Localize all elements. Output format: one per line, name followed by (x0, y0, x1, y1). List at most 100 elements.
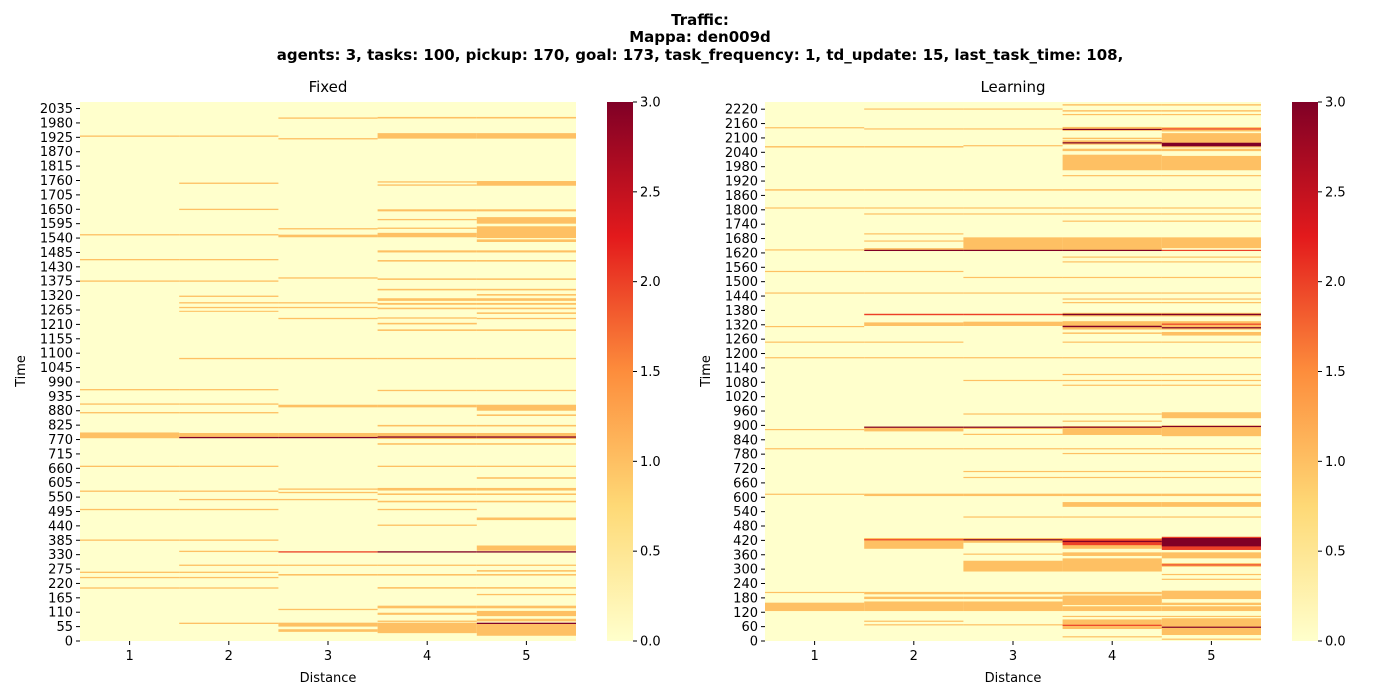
heatmap-cell (476, 477, 576, 479)
heatmap-cell (377, 443, 477, 445)
heatmap-cell (476, 260, 576, 262)
heatmap-cell (765, 448, 865, 450)
heatmap-cell (179, 182, 279, 184)
heatmap-cell (765, 357, 865, 359)
heatmap-cell (1062, 154, 1162, 171)
heatmap-cell (179, 208, 279, 211)
heatmap-cell (476, 294, 576, 296)
y-tick-label: 330 (48, 548, 73, 563)
heatmap-cell (476, 312, 576, 314)
heatmap-cell (278, 498, 378, 501)
heatmap-cell (1161, 618, 1261, 636)
heatmap-cell (80, 465, 180, 467)
heatmap-cell (377, 605, 477, 609)
heatmap-cell (1062, 615, 1162, 618)
heatmap-cell (1062, 470, 1162, 473)
heatmap-cell (963, 108, 1063, 110)
heatmap-cell (278, 432, 378, 437)
heatmap-cell (476, 465, 576, 467)
heatmap-cell (765, 146, 865, 148)
heatmap-cell (1062, 321, 1162, 330)
y-tick-label: 550 (48, 491, 73, 506)
heatmap-cell (377, 209, 477, 212)
y-tick-label: 2040 (725, 146, 758, 161)
heatmap-cell (377, 432, 477, 440)
heatmap-cell (765, 341, 865, 343)
heatmap-cell (179, 465, 279, 467)
heatmap-cell (1062, 313, 1162, 316)
y-ticks-learning: 0601201802403003604204805406006607207808… (725, 103, 765, 650)
colorbar-tick-label: 1.0 (640, 455, 661, 470)
colorbar-learning (1292, 102, 1318, 641)
y-tick-label: 120 (733, 606, 758, 621)
heatmap-cell (476, 288, 576, 291)
heatmap-cell (1062, 256, 1162, 258)
y-tick-label: 715 (48, 447, 73, 462)
heatmap-cell (1161, 341, 1261, 343)
heatmap-cell (377, 218, 477, 221)
y-tick-label: 1860 (725, 189, 758, 204)
heatmap-cell (476, 116, 576, 119)
heatmap-cell (179, 587, 279, 589)
y-tick-label: 1485 (40, 246, 73, 261)
heatmap-cell (1062, 476, 1162, 479)
heatmap-cell (377, 133, 477, 139)
heatmap-cell (476, 564, 576, 566)
heatmap-cell (179, 564, 279, 566)
y-ticks-fixed: 0551101652202753303854404955506056607157… (40, 102, 80, 650)
heatmap-cell (864, 493, 964, 497)
heatmap-cell (1062, 207, 1162, 209)
heatmap-cell (278, 234, 378, 238)
y-tick-label: 440 (48, 519, 73, 534)
heatmap-cell (1062, 502, 1162, 507)
x-tick-label: 3 (324, 649, 332, 664)
heatmap-cell (179, 234, 279, 236)
heatmap-cell (278, 306, 378, 309)
heatmap-cell (765, 602, 865, 612)
y-tick-label: 1155 (40, 332, 73, 347)
heatmap-cell (1161, 357, 1261, 359)
y-tick-label: 0 (65, 635, 73, 650)
heatmap-cell (1161, 261, 1261, 263)
heatmap-cell (476, 493, 576, 495)
heatmap-cell (963, 321, 1063, 326)
heatmap-cell (377, 493, 477, 495)
figure-title-line-3: agents: 3, tasks: 100, pickup: 170, goal… (277, 46, 1124, 64)
colorbar-tick-label: 2.0 (640, 275, 661, 290)
y-tick-label: 495 (48, 505, 73, 520)
heatmap-cell (179, 403, 279, 405)
heatmap-cell (864, 537, 964, 549)
y-tick-label: 60 (741, 620, 758, 635)
heatmap-cell (377, 551, 477, 553)
y-tick-label: 360 (733, 548, 758, 563)
heatmap-cell (80, 389, 180, 391)
heatmap-cell (278, 491, 378, 494)
heatmap-cell (1062, 249, 1162, 252)
heatmap-background (80, 102, 576, 641)
heatmap-cell (377, 508, 477, 511)
y-tick-label: 165 (48, 591, 73, 606)
heatmap-cell (1161, 313, 1261, 316)
heatmap-background (765, 102, 1261, 641)
heatmap-cell (278, 357, 378, 360)
heatmap-cell (179, 550, 279, 553)
heatmap-cell (476, 443, 576, 445)
heatmap-cell (963, 413, 1063, 415)
heatmap-cell (864, 620, 964, 622)
heatmap-cell (864, 341, 964, 343)
colorbar-tick-label: 2.5 (1325, 185, 1346, 200)
heatmap-cell (80, 490, 180, 492)
heatmap-cell (476, 239, 576, 242)
heatmap-cell (476, 250, 576, 253)
heatmap-cell (1161, 189, 1261, 191)
y-tick-label: 1430 (40, 260, 73, 275)
heatmap-cell (864, 596, 964, 600)
y-tick-label: 1260 (725, 333, 758, 348)
heatmap-cell (963, 601, 1063, 612)
heatmap-panel-fixed: Fixed 0551101652202753303854404955506056… (14, 78, 661, 686)
heatmap-cell (476, 593, 576, 596)
heatmap-cell (1062, 357, 1162, 359)
y-tick-label: 1265 (40, 304, 73, 319)
y-tick-label: 180 (733, 591, 758, 606)
